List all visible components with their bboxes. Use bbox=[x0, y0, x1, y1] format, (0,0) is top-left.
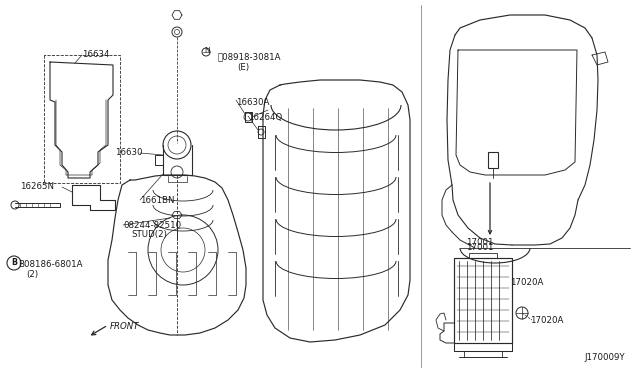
Text: 16630: 16630 bbox=[115, 148, 143, 157]
Text: B: B bbox=[11, 258, 17, 267]
Bar bbox=[488, 152, 498, 168]
Text: 16630A: 16630A bbox=[236, 98, 269, 107]
Text: (E): (E) bbox=[237, 63, 249, 72]
Text: 17001: 17001 bbox=[466, 238, 493, 247]
Text: (2): (2) bbox=[26, 270, 38, 279]
Text: B08186-6801A: B08186-6801A bbox=[18, 260, 83, 269]
Text: 17001: 17001 bbox=[466, 243, 493, 252]
Text: FRONT: FRONT bbox=[110, 322, 140, 331]
Text: J170009Y: J170009Y bbox=[584, 353, 625, 362]
Text: 17020A: 17020A bbox=[510, 278, 543, 287]
Text: 16634: 16634 bbox=[82, 50, 109, 59]
Text: 16265N: 16265N bbox=[20, 182, 54, 191]
Text: N: N bbox=[204, 47, 209, 53]
Bar bbox=[454, 258, 512, 343]
Text: 1661BN: 1661BN bbox=[140, 196, 175, 205]
Text: STUD(2): STUD(2) bbox=[131, 230, 167, 239]
Text: 17020A: 17020A bbox=[530, 316, 563, 325]
Text: 08244-82510: 08244-82510 bbox=[123, 221, 181, 230]
Text: ⓝ08918-3081A: ⓝ08918-3081A bbox=[218, 52, 282, 61]
Text: 16264Q: 16264Q bbox=[248, 113, 282, 122]
